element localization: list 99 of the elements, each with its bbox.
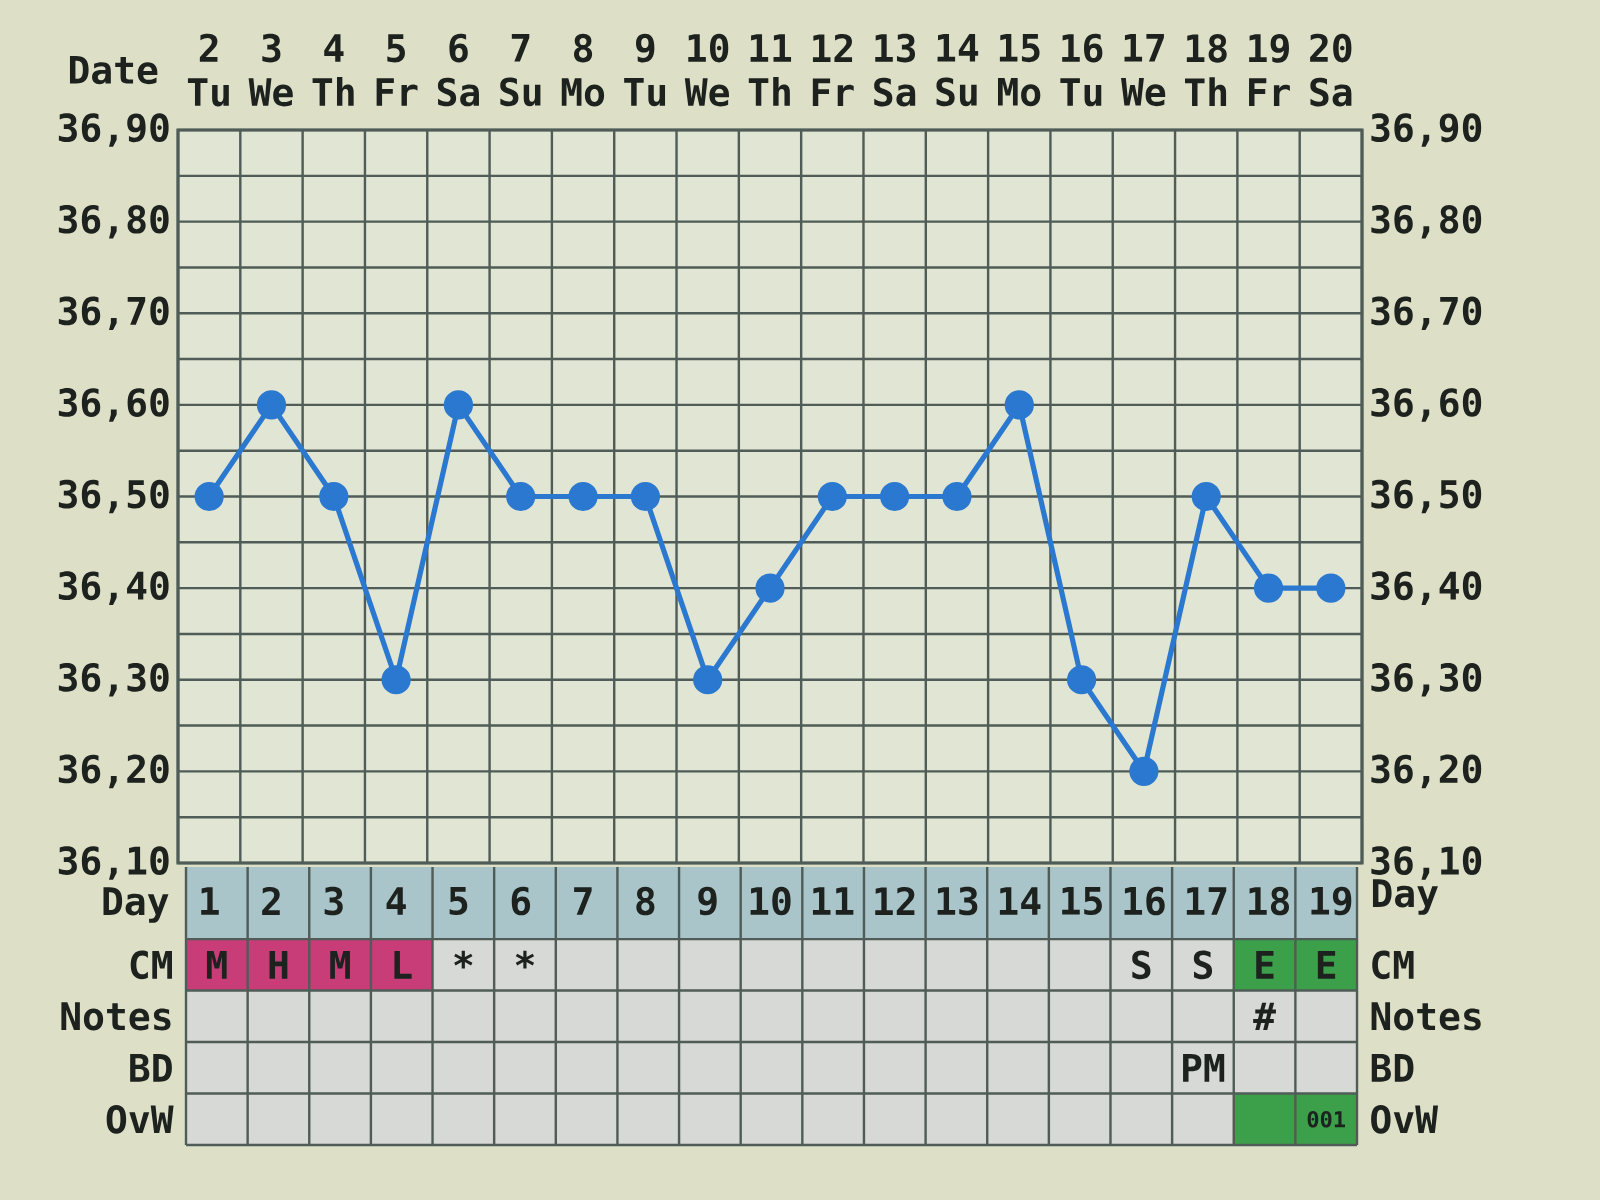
x-tick-label: 16 — [1124, 886, 1165, 916]
x-tick-label: 12 — [875, 886, 915, 916]
point — [817, 481, 847, 512]
y-tick-label: 36,50 — [58, 479, 169, 514]
point — [506, 481, 536, 512]
text: S — [1193, 950, 1213, 980]
y-tick-label: 36,60 — [58, 388, 169, 422]
category-label: OvW — [106, 1104, 174, 1134]
x-tick-label: 19 — [1311, 886, 1352, 916]
x-tick-label: 5 — [449, 886, 468, 916]
text: * — [454, 950, 473, 969]
x2-tick-label: 18 Th — [1185, 33, 1227, 107]
x-tick-label: 7 — [574, 887, 592, 915]
point — [568, 481, 598, 512]
y-tick-label: 36,30 — [58, 662, 169, 697]
x2-tick-label: 5 Fr — [376, 34, 418, 106]
point — [1316, 573, 1346, 603]
x-tick-label: 14 — [999, 887, 1041, 915]
y-tick-label: 36,20 — [58, 754, 169, 789]
x2-tick-label: 16 Tu — [1060, 33, 1103, 107]
point — [256, 390, 287, 420]
text: M — [330, 950, 350, 979]
x2-tick-label: 6 Sa — [437, 33, 479, 107]
point — [1004, 390, 1034, 420]
point — [942, 481, 972, 512]
x2-tick-label: 20 Sa — [1310, 33, 1352, 107]
text: H — [269, 950, 288, 979]
x2-tick-label: 12 Fr — [812, 33, 854, 107]
x-tick-label: 13 — [937, 886, 978, 916]
x-tick-label: 2 — [262, 886, 280, 916]
x2-axis-title: Date — [69, 55, 158, 85]
y-tick-label: 36,70 — [58, 296, 169, 331]
y-tick-label: 36,80 — [58, 204, 169, 239]
y2-tick-label: 36,80 — [1371, 204, 1482, 239]
text: E — [1317, 950, 1336, 979]
category-label: OvW — [1371, 1104, 1439, 1134]
x-tick-label: 9 — [698, 886, 717, 916]
point — [381, 665, 411, 695]
x-tick-label: 8 — [636, 886, 655, 916]
point — [880, 481, 910, 512]
category-label: Notes — [61, 1002, 171, 1031]
x2-tick-label: 9 Tu — [624, 33, 666, 107]
x-tick-label: 18 — [1249, 886, 1290, 916]
point — [1253, 573, 1284, 603]
point — [194, 481, 224, 512]
text: M — [206, 950, 227, 979]
text: # — [1253, 1002, 1276, 1030]
x2-tick-label: 19 Fr — [1249, 34, 1290, 106]
x-tick-label: 15 — [1062, 886, 1102, 916]
y2-tick-label: 36,90 — [1371, 113, 1482, 147]
category-label: BD — [130, 1053, 172, 1082]
y2-tick-label: 36,10 — [1371, 846, 1482, 880]
y2-tick-label: 36,40 — [1371, 571, 1482, 605]
point — [630, 481, 660, 512]
text: E — [1256, 950, 1274, 979]
x2-tick-label: 11 Th — [748, 34, 792, 106]
category-label: Notes — [1371, 1002, 1481, 1031]
x2-tick-label: 8 Mo — [561, 33, 605, 107]
y-tick-label: 36,10 — [58, 846, 169, 880]
text: S — [1132, 950, 1151, 980]
point — [1129, 756, 1159, 786]
point — [319, 481, 349, 512]
y2-tick-label: 36,50 — [1371, 479, 1482, 514]
point — [1066, 665, 1097, 695]
category-label: CM — [130, 950, 172, 980]
point — [443, 390, 474, 420]
x-tick-label: 11 — [812, 887, 854, 915]
text: Day — [103, 887, 169, 923]
text: 001 — [1307, 1110, 1345, 1128]
y-tick-label: 36,40 — [58, 571, 169, 605]
x2-tick-label: 14 Su — [936, 33, 979, 107]
x2-tick-label: 17 We — [1121, 33, 1166, 107]
category-label: BD — [1371, 1053, 1414, 1082]
x-tick-label: 17 — [1186, 887, 1227, 915]
x2-tick-label: 7 Su — [500, 33, 541, 107]
x2-tick-label: 10 We — [684, 33, 729, 107]
x2-tick-label: 13 Sa — [874, 33, 916, 107]
x2-tick-label: 15 Mo — [997, 33, 1041, 107]
y-tick-label: 36,90 — [58, 113, 169, 147]
text: * — [515, 950, 535, 969]
x-tick-label: 3 — [324, 886, 343, 916]
y2-tick-label: 36,20 — [1371, 754, 1482, 789]
point — [1191, 481, 1221, 512]
x2-tick-label: 2 Tu — [187, 33, 229, 107]
text: L — [394, 950, 412, 979]
x-tick-label: 6 — [511, 886, 531, 916]
y2-tick-label: 36,30 — [1371, 662, 1482, 697]
x-tick-label: 1 — [201, 887, 219, 915]
category-label: CM — [1372, 950, 1414, 980]
y2-tick-label: 36,70 — [1371, 296, 1482, 331]
x-axis-title: Day — [1372, 879, 1438, 915]
x2-tick-label: 4 Th — [312, 34, 354, 106]
point — [693, 665, 723, 695]
point — [755, 573, 785, 603]
text: PM — [1183, 1053, 1225, 1082]
y2-tick-label: 36,60 — [1371, 388, 1482, 422]
x2-tick-label: 3 We — [248, 33, 293, 107]
x-tick-label: 10 — [750, 886, 791, 916]
x-tick-label: 4 — [386, 887, 406, 915]
